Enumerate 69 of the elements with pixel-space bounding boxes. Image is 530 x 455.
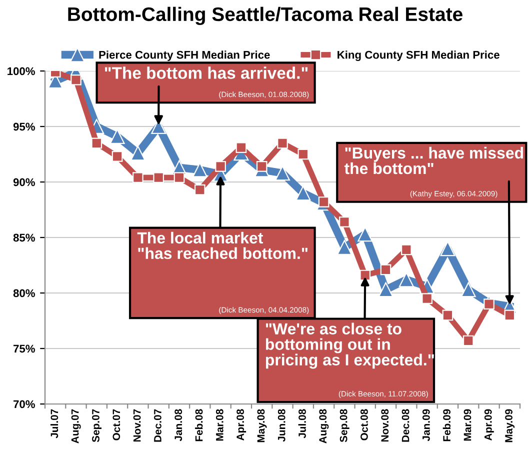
point xyxy=(318,196,330,208)
point xyxy=(110,128,125,144)
point xyxy=(192,162,208,178)
point xyxy=(462,335,474,346)
point xyxy=(236,142,247,154)
x-tick-label: Jul.07 xyxy=(50,409,58,438)
point xyxy=(194,184,206,196)
point xyxy=(360,270,371,281)
x-tick-label: Jun.08 xyxy=(278,409,286,442)
x-tick-label: Apr.09 xyxy=(484,409,494,440)
point xyxy=(442,310,454,321)
point xyxy=(504,310,516,321)
x-tick-label: Sep.07 xyxy=(92,409,102,442)
point xyxy=(112,151,123,162)
point xyxy=(174,172,185,183)
point xyxy=(277,138,288,149)
x-tick-label: Dec.08 xyxy=(402,409,410,442)
point xyxy=(215,161,226,172)
x-tick-label: Feb.08 xyxy=(195,409,203,442)
x-tick-label: May.09 xyxy=(505,409,515,442)
point xyxy=(132,172,144,183)
x-tick-label: May.08 xyxy=(257,409,267,442)
x-tick-label: Oct.08 xyxy=(360,409,368,440)
x-tick-label: Aug.08 xyxy=(319,409,329,444)
point xyxy=(336,240,352,255)
annotation: The local market "has reached bottom." xyxy=(137,232,308,260)
legend-label: King County SFH Median Price xyxy=(338,50,500,61)
point xyxy=(380,264,392,276)
legend-label: Pierce County SFH Median Price xyxy=(99,50,270,61)
x-tick-label: Sep.08 xyxy=(340,409,350,442)
x-tick-label: Feb.09 xyxy=(442,409,451,442)
annotation: "Buyers ... have missed the bottom" xyxy=(344,146,524,174)
point xyxy=(70,74,82,86)
x-tick-label: Nov.08 xyxy=(381,409,389,442)
point xyxy=(256,161,268,172)
point xyxy=(153,172,164,183)
point xyxy=(484,298,494,310)
x-tick-label: Mar.09 xyxy=(464,409,472,441)
point xyxy=(296,186,311,201)
chart-title: Bottom-Calling Seattle/Tacoma Real Estate xyxy=(68,6,462,26)
point xyxy=(378,282,394,298)
y-tick-label: 90% xyxy=(13,178,35,186)
point xyxy=(298,148,309,160)
y-tick-label: 80% xyxy=(13,289,35,298)
point xyxy=(400,244,412,256)
x-tick-label: Oct.07 xyxy=(112,409,120,440)
x-tick-label: Mar.08 xyxy=(216,409,224,441)
point xyxy=(440,241,456,256)
point xyxy=(275,166,290,181)
point xyxy=(91,138,102,149)
x-tick-label: Nov.07 xyxy=(133,409,141,442)
point xyxy=(460,282,476,298)
x-tick-label: Jan.08 xyxy=(174,409,182,442)
point xyxy=(422,293,432,304)
y-tick-label: 75% xyxy=(14,344,35,353)
y-tick-label: 95% xyxy=(13,122,35,131)
y-tick-label: 85% xyxy=(13,234,35,242)
point xyxy=(339,216,350,228)
x-tick-label: Apr.08 xyxy=(236,409,246,440)
y-tick-label: 100% xyxy=(8,67,35,76)
x-tick-label: Jul.08 xyxy=(298,409,306,438)
x-tick-label: Jan.09 xyxy=(422,409,430,442)
point xyxy=(130,146,146,161)
annotation: "The bottom has arrived." xyxy=(105,66,308,79)
y-tick-label: 70% xyxy=(14,400,35,408)
point xyxy=(398,272,414,288)
x-tick-label: Aug.07 xyxy=(71,409,81,444)
x-tick-label: Dec.07 xyxy=(154,409,162,442)
point xyxy=(358,226,373,242)
